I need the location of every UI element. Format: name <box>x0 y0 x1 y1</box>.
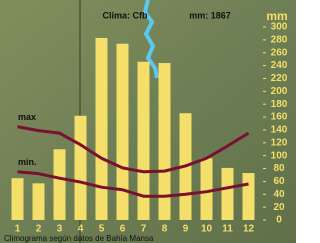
y2-tick-label: 260 <box>271 47 288 58</box>
y2-tick-label: 300 <box>271 22 288 33</box>
bar <box>75 116 87 220</box>
line-label: max <box>18 112 36 122</box>
bar <box>96 38 108 220</box>
y2-tick-label: 120 <box>271 137 288 148</box>
bar <box>33 183 45 220</box>
y2-tick-label: 200 <box>271 86 288 97</box>
x-tick-label: 8 <box>162 224 168 235</box>
x-tick-label: 4 <box>78 224 84 235</box>
y2-tick-label: 140 <box>271 125 288 136</box>
x-tick-label: 2 <box>36 224 42 235</box>
y2-tick-label: 280 <box>271 35 288 46</box>
y2-tick-label: 180 <box>271 99 288 110</box>
subtitle: mm: 1867 <box>189 10 231 20</box>
y2-tick-label: 240 <box>271 60 288 71</box>
x-tick-label: 9 <box>183 224 189 235</box>
y2-tick-label: 220 <box>271 73 288 84</box>
bar <box>243 173 255 220</box>
x-tick-label: 12 <box>243 224 255 235</box>
y2-tick-label: 160 <box>271 112 288 123</box>
y2-tick-label: 0 <box>276 215 282 226</box>
x-tick-label: 6 <box>120 224 126 235</box>
x-tick-label: 5 <box>99 224 105 235</box>
x-tick-label: 11 <box>222 224 233 235</box>
y2-tick-label: 40 <box>273 189 285 200</box>
bar <box>54 149 66 220</box>
chart-title: Clima: Cfb <box>103 10 149 20</box>
line-label: min. <box>18 157 37 167</box>
x-tick-label: 10 <box>201 224 213 235</box>
y2-tick-label: 100 <box>271 150 288 161</box>
bar <box>12 178 24 220</box>
x-tick-label: 3 <box>57 224 63 235</box>
footer: Climograma según datos de Bahía Mansa <box>4 234 154 243</box>
x-tick-label: 7 <box>141 224 147 235</box>
bar <box>201 158 213 220</box>
bar <box>117 44 129 220</box>
y2-tick-label: 20 <box>273 202 285 213</box>
y2-tick-label: 60 <box>273 176 285 187</box>
chart: Clima: Cfb mm: 1867 mm Climograma según … <box>0 0 296 243</box>
bar <box>222 168 234 220</box>
y2-tick-label: 80 <box>273 163 285 174</box>
x-tick-label: 1 <box>15 224 21 235</box>
